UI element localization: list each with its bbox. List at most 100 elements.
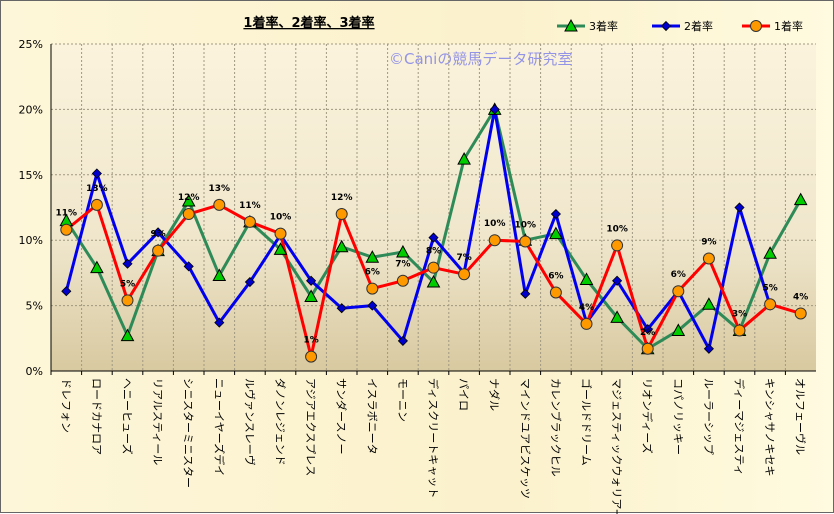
circle-marker	[60, 223, 73, 236]
diamond-marker	[244, 276, 255, 288]
triangle-marker	[457, 152, 471, 165]
diamond-marker	[61, 286, 72, 297]
circle-marker	[396, 274, 409, 287]
diamond-marker	[367, 300, 378, 311]
triangle-marker	[273, 242, 288, 255]
diamond-marker	[489, 104, 500, 115]
data-label: 4%	[579, 303, 594, 313]
circle-marker	[366, 282, 379, 295]
data-label: 5%	[762, 283, 777, 293]
data-label: 6%	[671, 270, 686, 280]
y-axis: 0% 5% 10% 15% 20% 25%	[19, 38, 52, 378]
circle-marker	[580, 317, 593, 330]
circle-marker	[764, 298, 777, 311]
x-tick-label: ドレフォン	[59, 378, 72, 433]
x-tick-label: リアルスティール	[151, 378, 164, 465]
circle-marker	[213, 198, 226, 211]
circle-marker	[90, 198, 103, 211]
triangle-marker	[579, 272, 594, 285]
x-tick-label: ディーマジェスティ	[733, 378, 747, 476]
circle-marker	[152, 244, 165, 257]
diamond-marker	[397, 335, 408, 346]
circle-marker	[549, 286, 562, 299]
triangle-marker	[212, 268, 227, 282]
x-tick-label: サンダースノー	[335, 378, 349, 454]
triangle-marker	[702, 297, 716, 310]
x-tick-label: マジェスティックウォリアー	[610, 378, 623, 514]
x-tick-label: ルヴァンスレーヴ	[243, 378, 257, 466]
triangle-marker	[671, 323, 686, 336]
x-tick-label: コパノリッキー	[671, 378, 684, 455]
x-tick-label: ナダル	[488, 378, 502, 411]
triangle-marker	[610, 310, 624, 323]
legend-label: 2着率	[684, 19, 713, 33]
circle-marker	[427, 261, 440, 274]
circle-marker	[733, 324, 746, 337]
diamond-marker	[734, 202, 745, 213]
data-label: 4%	[793, 292, 808, 302]
circle-marker	[458, 268, 471, 281]
triangle-marker	[181, 193, 196, 207]
data-label: 12%	[331, 193, 353, 203]
circle-marker	[335, 208, 348, 221]
watermark: ©Caniの競馬データ研究室	[389, 50, 572, 68]
triangle-marker	[426, 275, 441, 288]
series-markers	[59, 102, 808, 363]
data-label: 2%	[640, 328, 655, 338]
x-tick-label: イスラボニータ	[365, 378, 378, 455]
triangle-marker	[334, 239, 349, 253]
chart-title: 1着率、2着率、3着率	[243, 15, 374, 31]
data-label: 11%	[56, 209, 78, 219]
diamond-marker	[306, 275, 317, 286]
data-label: 10%	[484, 219, 506, 229]
data-labels: 11% 13% 5% 9% 12% 13% 11% 10% 1% 12% 6% 7% 8% 7% 10% 10…	[56, 184, 809, 346]
diamond-marker	[550, 208, 561, 220]
circle-marker	[488, 234, 501, 247]
triangle-marker	[793, 192, 808, 206]
legend-label: 1着率	[774, 19, 803, 33]
x-tick-label: ロードカナロア	[90, 378, 103, 455]
diamond-marker	[183, 261, 194, 272]
data-label: 10%	[515, 221, 537, 231]
triangle-marker	[365, 250, 380, 263]
x-tick-label: カレンブラックヒル	[549, 378, 563, 477]
circle-marker	[611, 239, 624, 252]
data-label: 3%	[732, 309, 747, 319]
legend: 3着率 2着率 1着率	[557, 18, 803, 33]
triangle-marker	[564, 18, 578, 32]
diamond-marker	[122, 258, 133, 269]
data-label: 13%	[209, 184, 231, 194]
triangle-marker	[763, 246, 777, 259]
legend-label: 3着率	[589, 19, 618, 33]
circle-marker	[121, 294, 134, 307]
x-tick-label: モーニン	[396, 378, 409, 422]
circle-marker	[702, 252, 715, 265]
y-tick-label: 10%	[19, 234, 43, 247]
diamond-marker	[91, 168, 102, 179]
x-tick-label: ゴールドドリーム	[580, 378, 594, 466]
data-label: 13%	[86, 184, 108, 194]
diamond-marker	[214, 317, 225, 328]
circle-marker	[274, 227, 287, 240]
plot-area	[51, 44, 816, 371]
circle-marker	[182, 208, 195, 221]
data-label: 5%	[120, 279, 135, 289]
data-label: 9%	[701, 238, 716, 248]
x-tick-label: ディスクリートキャット	[427, 378, 441, 498]
y-tick-label: 15%	[19, 169, 43, 182]
diamond-marker	[153, 227, 164, 238]
data-label: 8%	[426, 247, 441, 257]
x-tick-label: ヘニーヒューズ	[121, 378, 135, 454]
diamond-marker	[336, 303, 347, 314]
triangle-marker	[549, 226, 563, 240]
diamond-marker	[520, 288, 531, 299]
x-tick-label: ニューイヤーズデイ	[212, 378, 226, 476]
y-tick-label: 5%	[26, 300, 43, 313]
x-axis: ドレフォン ロードカナロア ヘニーヒューズ リアルスティール シニスターミニスター ニュー…	[50, 370, 816, 514]
circle-marker	[794, 307, 807, 320]
series-line-2着率	[64, 107, 772, 351]
diamond-marker	[660, 20, 672, 32]
x-tick-label: マインドユアビスケッツ	[518, 378, 531, 499]
x-tick-label: リオンディーズ	[641, 378, 655, 454]
circle-marker	[243, 215, 256, 228]
